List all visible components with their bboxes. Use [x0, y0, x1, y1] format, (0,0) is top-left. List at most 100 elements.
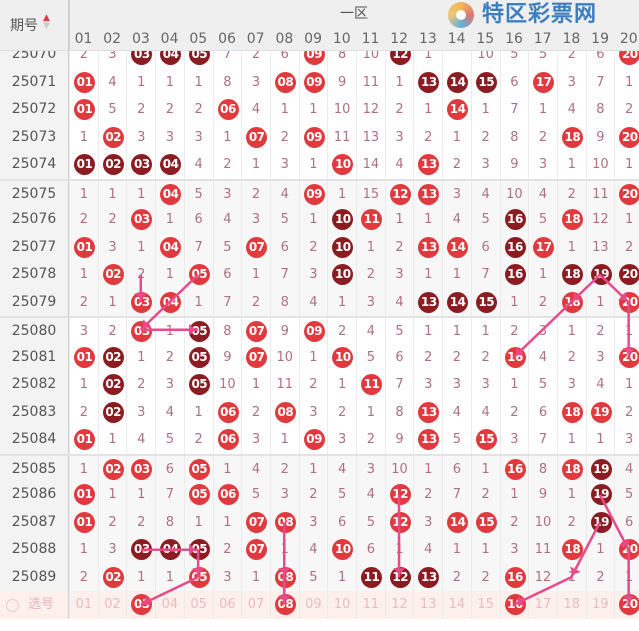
- miss-count: 11: [528, 536, 557, 564]
- miss-count: 1: [614, 206, 639, 234]
- cell-hit: 12: [384, 180, 414, 208]
- cell-hit: 18: [556, 455, 586, 483]
- miss-count: 2: [212, 536, 242, 564]
- select-number-14[interactable]: 14: [442, 591, 471, 619]
- number-ball: 05: [188, 50, 210, 65]
- miss-count: 6: [499, 68, 529, 96]
- select-number-10[interactable]: 10: [327, 591, 356, 619]
- logo-text: 特区彩票网: [482, 2, 598, 27]
- miss-count: 2: [269, 123, 299, 151]
- miss-count: 2: [97, 508, 127, 536]
- select-number-08[interactable]: 08: [269, 591, 299, 619]
- select-number-11[interactable]: 11: [356, 591, 385, 619]
- miss-count: 1: [614, 318, 639, 346]
- miss-count: 2: [241, 288, 270, 316]
- select-number-01[interactable]: 01: [69, 591, 98, 619]
- select-number-04[interactable]: 04: [155, 591, 184, 619]
- select-number-07[interactable]: 07: [241, 591, 270, 619]
- miss-count: 1: [69, 123, 98, 151]
- select-number-02[interactable]: 02: [97, 591, 127, 619]
- miss-count: 1: [241, 371, 270, 399]
- number-ball: 02: [102, 566, 124, 588]
- miss-count: 9: [212, 343, 242, 371]
- select-number-16[interactable]: 16: [499, 591, 529, 619]
- select-number-19[interactable]: 19: [585, 591, 615, 619]
- number-ball: 02: [102, 458, 124, 480]
- cell-hit: 07: [241, 318, 270, 346]
- selected-ball[interactable]: 20: [619, 594, 639, 615]
- miss-count: 5: [614, 481, 639, 509]
- miss-count: 1: [413, 318, 442, 346]
- select-number-09[interactable]: 09: [298, 591, 328, 619]
- selected-ball[interactable]: 03: [131, 594, 153, 615]
- number-ball: 07: [246, 511, 268, 533]
- number-ball: 12: [389, 183, 411, 205]
- miss-count: 2: [69, 563, 98, 591]
- period-cell: 25085: [0, 455, 70, 483]
- cell-hit: 03: [126, 288, 155, 316]
- cell-hit: 19: [585, 481, 615, 509]
- miss-count: 4: [470, 180, 500, 208]
- number-ball: 01: [74, 511, 95, 533]
- number-ball: 09: [303, 429, 325, 450]
- miss-count: 1: [298, 455, 328, 483]
- cell-hit: 01: [69, 481, 98, 509]
- cell-hit: 01: [69, 426, 98, 454]
- cell-hit: 01: [69, 68, 98, 96]
- selected-ball[interactable]: 08: [274, 594, 296, 615]
- miss-count: 4: [356, 481, 385, 509]
- cell-hit: 20: [614, 180, 639, 208]
- select-number-06[interactable]: 06: [212, 591, 242, 619]
- select-number-15[interactable]: 15: [470, 591, 500, 619]
- number-ball: 08: [274, 566, 296, 588]
- cell-hit: 12: [384, 481, 414, 509]
- miss-count: 1: [155, 68, 184, 96]
- sort-icon[interactable]: ▲ ▼: [43, 13, 50, 31]
- number-ball: 13: [418, 154, 440, 175]
- miss-count: 8: [585, 96, 615, 124]
- miss-count: 2: [97, 206, 127, 234]
- selected-ball[interactable]: 16: [504, 594, 526, 615]
- miss-count: 3: [126, 398, 155, 426]
- miss-count: 7: [470, 261, 500, 289]
- miss-count: 6: [356, 536, 385, 564]
- select-number-13[interactable]: 13: [413, 591, 442, 619]
- select-number-03[interactable]: 03: [126, 591, 155, 619]
- period-header[interactable]: 期号 ▲ ▼: [0, 0, 70, 50]
- miss-count: 9: [269, 318, 299, 346]
- miss-count: 3: [241, 426, 270, 454]
- miss-count: 3: [556, 371, 586, 399]
- miss-count: 1: [155, 261, 184, 289]
- miss-count: 3: [528, 318, 557, 346]
- number-ball: 20: [619, 264, 639, 285]
- select-radio[interactable]: [6, 599, 19, 612]
- cell-hit: 10: [327, 536, 356, 564]
- select-number-17[interactable]: 17: [528, 591, 557, 619]
- cell-hit: 06: [212, 398, 242, 426]
- miss-count: 2: [614, 233, 639, 261]
- period-cell: 25088: [0, 536, 70, 564]
- select-number-18[interactable]: 18: [556, 591, 586, 619]
- miss-count: 1: [126, 343, 155, 371]
- select-number-05[interactable]: 05: [183, 591, 213, 619]
- miss-count: 2: [384, 96, 414, 124]
- cell-hit: 04: [155, 50, 184, 69]
- column-header-01: 01: [74, 31, 93, 47]
- cell-hit: 05: [183, 343, 213, 371]
- miss-count: 1: [241, 261, 270, 289]
- select-number-12[interactable]: 12: [384, 591, 414, 619]
- miss-count: 1: [442, 536, 471, 564]
- number-ball: 02: [102, 126, 124, 148]
- miss-count: 7: [212, 288, 242, 316]
- period-cell: 25078: [0, 261, 70, 289]
- miss-count: 3: [384, 123, 414, 151]
- cell-hit: 04: [155, 536, 184, 564]
- miss-count: 1: [470, 318, 500, 346]
- number-ball: 09: [303, 183, 325, 205]
- select-number-20[interactable]: 20: [614, 591, 639, 619]
- miss-count: 4: [384, 151, 414, 179]
- miss-count: 2: [356, 426, 385, 454]
- miss-count: 4: [470, 398, 500, 426]
- miss-count: 6: [528, 398, 557, 426]
- cell-hit: 06: [212, 426, 242, 454]
